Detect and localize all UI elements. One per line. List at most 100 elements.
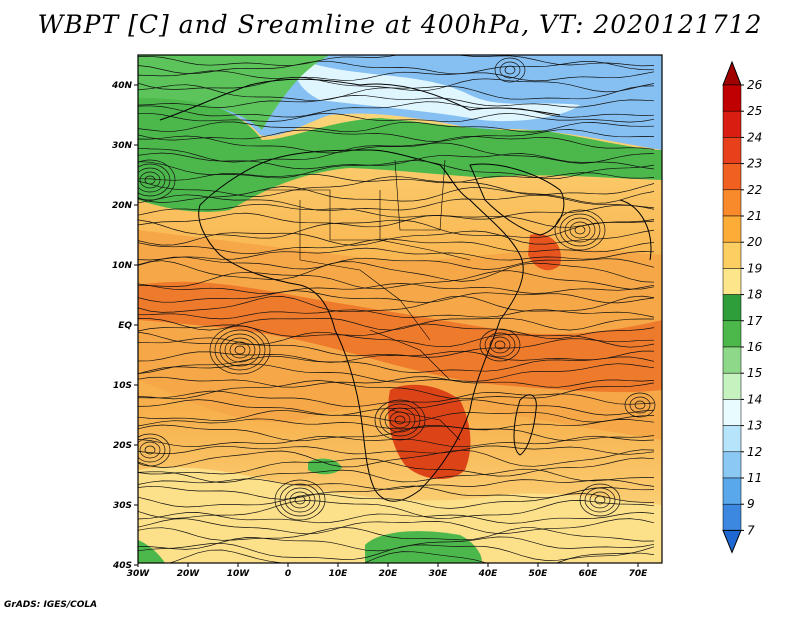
lat-tick-label: 20N (112, 201, 133, 211)
vortex-streamline (139, 171, 161, 189)
streamline (138, 260, 655, 283)
streamline (138, 247, 655, 261)
vortex-streamline (634, 400, 646, 410)
streamline (138, 512, 655, 524)
streamline (138, 270, 655, 290)
chart-title: WBPT [C] and Sreamline at 400hPa, VT: 20… (37, 10, 763, 39)
lat-tick-label: 10S (113, 381, 132, 391)
vortex-streamline (499, 61, 521, 79)
streamlines (138, 55, 656, 563)
colorbar-segment (722, 215, 742, 243)
vortex-streamline (389, 411, 411, 429)
vortex-streamline (138, 159, 176, 201)
vortex-streamline (209, 325, 271, 375)
vortex-streamline (144, 175, 156, 185)
colorbar-segment (722, 241, 742, 269)
vortex-streamline (584, 487, 616, 513)
vortex-streamline (274, 479, 326, 521)
streamline (138, 203, 655, 220)
streamline (138, 212, 655, 228)
colorbar-label: 20 (747, 235, 763, 249)
lat-tick-label: 40N (111, 81, 133, 91)
vortex-streamline (554, 209, 606, 251)
streamline (138, 376, 655, 388)
map-frame (137, 54, 663, 564)
streamline (138, 331, 655, 348)
madagascar-coast (513, 394, 537, 456)
africa-coast (198, 149, 524, 502)
streamline (138, 549, 655, 563)
deep-orange-band (138, 281, 662, 393)
streamline (138, 445, 655, 455)
vortex-streamline (594, 495, 606, 505)
vortex-streamline (214, 329, 266, 371)
vortex-streamline (234, 345, 246, 355)
colorbar-segment (722, 84, 742, 112)
green-band (138, 95, 662, 212)
colorbar-segment (722, 320, 742, 348)
streamline (138, 355, 655, 374)
vortex-streamline (574, 225, 586, 235)
colorbar-segment (722, 503, 742, 531)
colorbar-segment (722, 372, 742, 400)
streamline (138, 317, 654, 331)
lon-tick-label: 70E (629, 569, 649, 579)
streamline (138, 457, 655, 477)
streamline (138, 152, 655, 170)
vortex-streamline (629, 396, 651, 414)
colorbar-label: 7 (747, 523, 755, 537)
vortex-streamline (138, 167, 166, 193)
colorbar-segment (722, 294, 742, 322)
arabia-coast (469, 163, 565, 236)
colorbar-label: 17 (747, 314, 763, 328)
vortex-streamline (559, 213, 601, 247)
lon-tick-label: 20W (177, 569, 201, 579)
vortex-streamline (374, 399, 426, 441)
cold-zone-lightblue (296, 60, 580, 122)
lat-tick-label: 30N (112, 141, 133, 151)
lon-tick-label: 40E (478, 569, 499, 579)
colorbar-label: 26 (747, 78, 763, 92)
vortex-streamline (139, 441, 161, 459)
streamline (138, 390, 655, 408)
streamline (138, 435, 655, 448)
colorbar-label: 9 (747, 497, 755, 511)
vortex-streamline (289, 491, 311, 509)
streamline (138, 478, 655, 490)
vortex-streamline (384, 407, 416, 433)
lat-tick-label: 20S (113, 441, 132, 451)
vortex-streamline (284, 487, 316, 513)
vortex-streamline (138, 163, 171, 197)
colorbar-segment (722, 477, 742, 505)
vortex-streamline (489, 336, 511, 354)
streamline (138, 101, 655, 118)
lat-tick-label: 10N (112, 261, 133, 271)
colorbar-segment (722, 346, 742, 374)
vortex-streamline (484, 332, 516, 358)
colorbar-segment (722, 163, 742, 191)
colorbar-segment (722, 451, 742, 479)
streamline (138, 194, 655, 212)
colorbar-label: 18 (747, 288, 763, 302)
colorbar-segment (722, 189, 742, 217)
vortex-streamline (504, 65, 516, 75)
vortex-streamline (294, 495, 306, 505)
green-south-west (138, 540, 165, 563)
colorbar-label: 13 (747, 419, 762, 433)
colorbar-segment (722, 399, 742, 426)
colorbar-label: 22 (747, 183, 762, 197)
colorbar-label: 14 (747, 392, 762, 406)
colorbar-segment (722, 137, 742, 164)
vortex-streamline (494, 57, 526, 83)
lon-tick-label: 60E (579, 569, 599, 579)
streamline (138, 121, 655, 133)
colorbar-label: 12 (747, 445, 762, 459)
streamline (138, 112, 655, 123)
vortex-streamline (394, 415, 406, 425)
streamline (138, 129, 655, 142)
streamline (138, 172, 655, 184)
map-plot (138, 55, 662, 563)
vortex-streamline (569, 221, 591, 239)
streamline (138, 135, 655, 154)
streamline (138, 283, 655, 294)
